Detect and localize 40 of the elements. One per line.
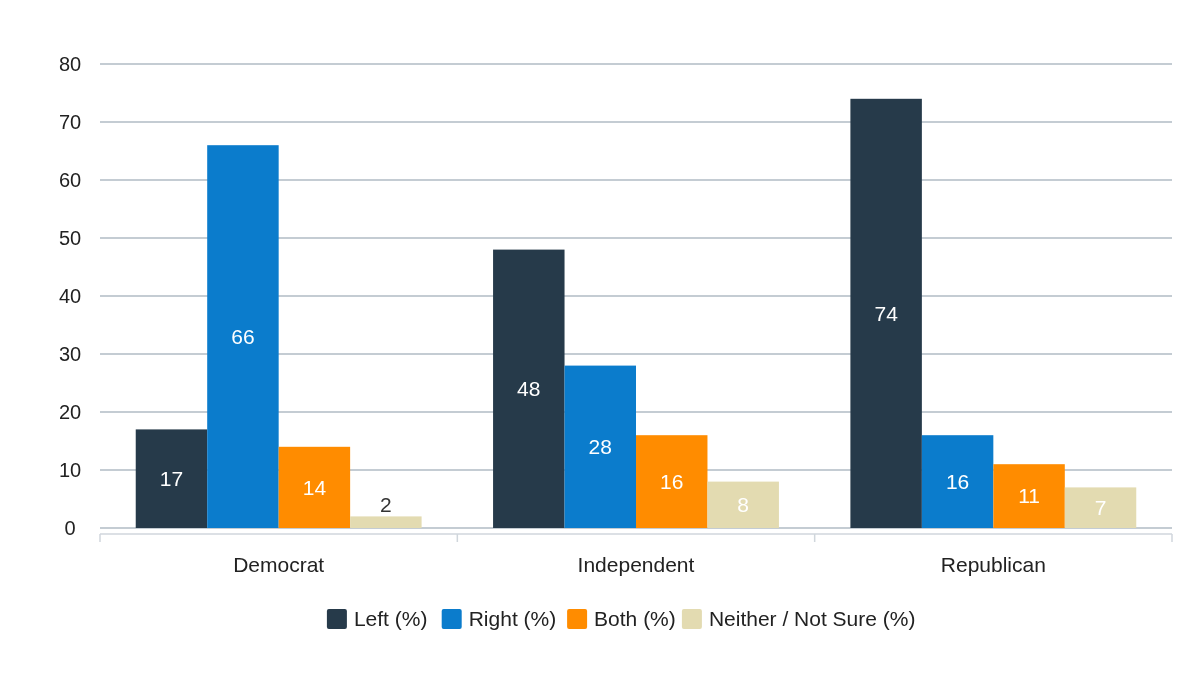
y-tick-label: 20	[58, 401, 82, 423]
data-label: 74	[874, 301, 899, 325]
bar	[993, 464, 1065, 528]
y-tick-label: 50	[58, 227, 82, 249]
legend-label: Left (%)	[353, 607, 428, 631]
y-tick-label: 70	[58, 111, 82, 133]
legend-label: Right (%)	[468, 607, 557, 631]
bar	[636, 435, 708, 528]
bar	[707, 481, 779, 528]
data-label: 48	[517, 377, 541, 401]
data-label: 28	[588, 435, 612, 459]
bar	[493, 249, 565, 528]
bar	[135, 429, 208, 528]
y-tick-label: 60	[58, 169, 82, 191]
x-tick-label: Republican	[940, 553, 1046, 576]
y-tick-label: 80	[58, 53, 82, 75]
data-label: 7	[1094, 496, 1107, 520]
legend-label: Neither / Not Sure (%)	[708, 607, 916, 631]
legend-label: Both (%)	[594, 607, 676, 631]
data-label: 2	[380, 492, 392, 516]
x-tick-label: Independent	[577, 553, 695, 576]
data-label: 14	[302, 475, 327, 499]
bar	[350, 516, 422, 528]
bar	[278, 446, 351, 528]
bar	[564, 365, 636, 528]
y-tick-label: 30	[58, 343, 82, 365]
data-label: 16	[660, 469, 684, 493]
data-label: 11	[1018, 484, 1040, 508]
data-label: 17	[159, 467, 184, 491]
y-tick-label: 10	[58, 459, 82, 481]
x-tick-label: Democrat	[233, 553, 325, 576]
bar	[207, 145, 279, 528]
bar	[850, 98, 922, 528]
y-tick-label: 0	[64, 517, 76, 539]
data-label: 66	[231, 324, 255, 348]
data-label: 16	[945, 469, 970, 493]
data-label: 8	[737, 493, 750, 517]
bar	[1064, 487, 1137, 528]
bar	[921, 435, 994, 528]
y-tick-label: 40	[58, 285, 82, 307]
